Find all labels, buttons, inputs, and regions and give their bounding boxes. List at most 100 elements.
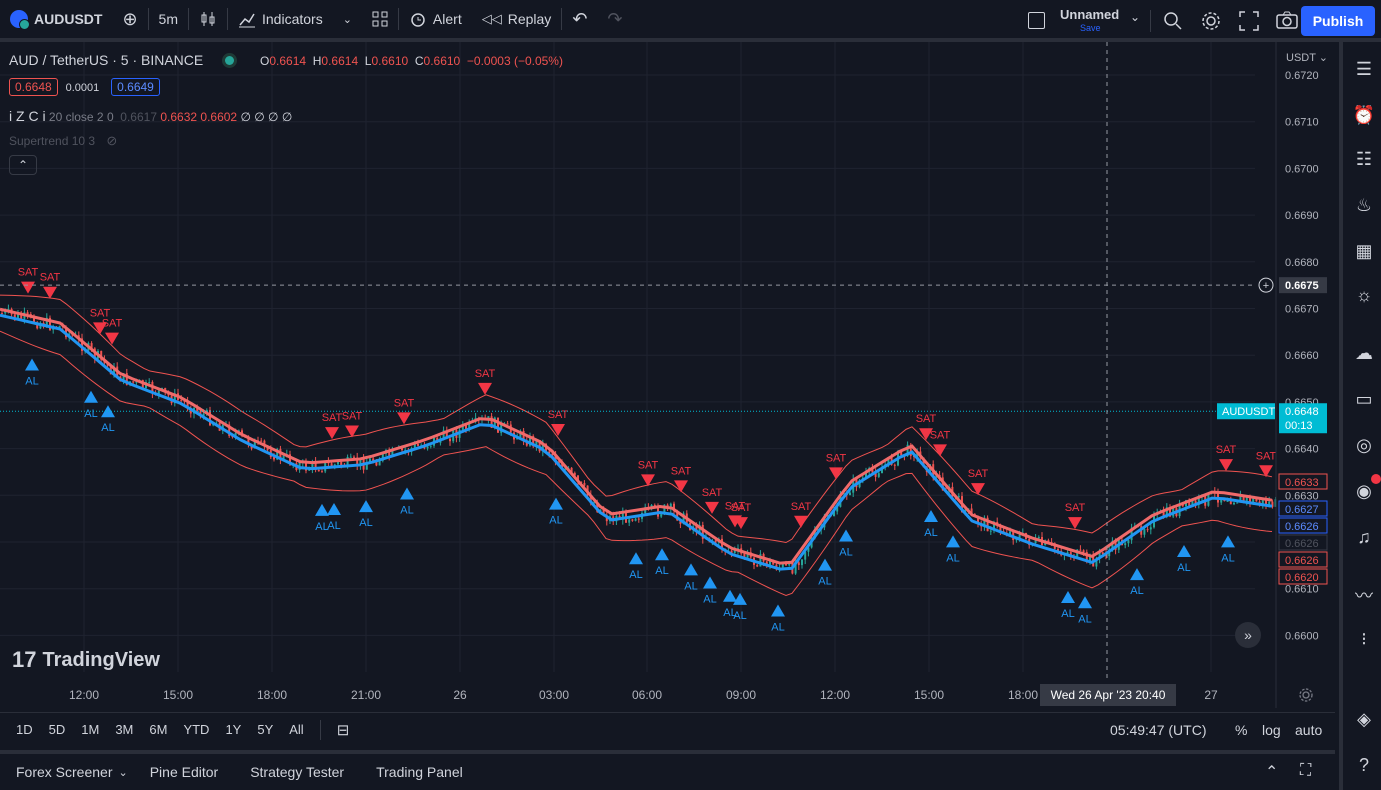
layers-icon[interactable]: ◈: [1357, 708, 1371, 729]
candle-body: [429, 445, 432, 447]
tradingview-logo[interactable]: 17 TradingView: [12, 647, 160, 673]
timeframe-6m[interactable]: 6M: [149, 722, 168, 737]
lower-band-line: [0, 330, 1273, 597]
crosshair-price-badge: [1279, 277, 1327, 294]
chat-icon[interactable]: ▭: [1355, 388, 1373, 409]
undo-button[interactable]: ↶: [562, 0, 597, 38]
candle-body: [4, 310, 7, 314]
candle-body: [359, 458, 362, 466]
indicator-legend-izci[interactable]: i Z C i 20 close 2 0 0.6617 0.6632 0.660…: [9, 108, 292, 124]
candle-body: [247, 437, 250, 445]
candle-body: [445, 430, 448, 439]
layout-checkbox-icon[interactable]: [1028, 12, 1045, 29]
timeframe-5d[interactable]: 5D: [48, 722, 66, 737]
bid-price[interactable]: 0.6648: [9, 78, 58, 96]
timeframe-1y[interactable]: 1Y: [225, 722, 242, 737]
candle-body: [1229, 500, 1232, 505]
add-alert-plus-icon-glyph: +: [1263, 280, 1269, 292]
timeframe-ytd[interactable]: YTD: [183, 722, 210, 737]
tab-pine-editor[interactable]: Pine Editor: [149, 764, 219, 780]
low-value: 0.6610: [371, 54, 409, 68]
gear-icon[interactable]: [1200, 10, 1222, 32]
candle-body: [81, 338, 83, 351]
fullscreen-icon[interactable]: [1239, 11, 1259, 31]
calendar-icon[interactable]: ▦: [1355, 240, 1373, 261]
clock-timezone[interactable]: 05:49:47 (UTC): [1110, 722, 1207, 738]
ask-price[interactable]: 0.6649: [111, 78, 160, 96]
indicator-legend-supertrend[interactable]: Supertrend 10 3 ⊘: [9, 133, 117, 149]
candle-body: [353, 456, 355, 458]
lightbulb-icon[interactable]: ☼: [1355, 284, 1373, 305]
trend-icon[interactable]: 〰: [1355, 586, 1373, 606]
list-add-icon[interactable]: ☷: [1355, 148, 1373, 169]
candle-body: [532, 436, 535, 447]
candle-body: [714, 540, 717, 543]
broadcast-icon[interactable]: ◎: [1356, 434, 1372, 455]
tab-strategy-tester[interactable]: Strategy Tester: [250, 764, 345, 780]
timeframe-1m[interactable]: 1M: [81, 722, 100, 737]
tab-trading-panel[interactable]: Trading Panel: [376, 764, 463, 780]
pair-title[interactable]: AUD / TetherUS · 5 · BINANCE: [9, 52, 204, 68]
trend-line-buy: [0, 313, 1273, 571]
candle-body: [769, 560, 771, 567]
candle-body: [1095, 558, 1098, 567]
layouts-button[interactable]: [362, 0, 398, 38]
candle-body: [836, 506, 839, 512]
candle-body: [36, 323, 39, 329]
price-chart[interactable]: 0.6720 0.6710 0.6700 0.6690 0.6680 0.6670 0.66…: [0, 42, 1335, 708]
auto-scale-toggle[interactable]: auto: [1295, 722, 1323, 738]
buy-signal-marker: [703, 576, 717, 589]
replay-button[interactable]: ◁◁ Replay: [472, 0, 562, 38]
save-status: Save: [1080, 23, 1101, 33]
bell-icon[interactable]: ♫: [1357, 526, 1371, 547]
redo-button[interactable]: ↷: [597, 0, 632, 38]
help-icon[interactable]: ?: [1358, 754, 1369, 775]
candle-body: [1245, 496, 1248, 501]
camera-icon[interactable]: [1275, 10, 1299, 30]
candle-body: [20, 313, 23, 319]
collapse-legend-button[interactable]: ⌃: [9, 155, 37, 175]
log-scale-toggle[interactable]: log: [1262, 722, 1281, 738]
symbol-search-button[interactable]: AUDUSDT: [0, 0, 112, 38]
layout-name[interactable]: Unnamed: [1060, 7, 1120, 22]
interval-button[interactable]: 5m: [149, 0, 188, 38]
buy-signal-marker: [327, 502, 341, 515]
candle-body: [1057, 548, 1059, 551]
compare-symbol-button[interactable]: ⊕: [112, 0, 147, 38]
publish-button[interactable]: Publish: [1301, 6, 1375, 36]
notification-dot: [1371, 474, 1381, 484]
maximize-icon[interactable]: ⛶: [1300, 762, 1312, 779]
hotlist-fire-icon[interactable]: ♨: [1355, 194, 1373, 215]
streams-icon[interactable]: ◉: [1356, 480, 1372, 501]
scroll-to-realtime-button[interactable]: »: [1235, 622, 1261, 648]
chart-pane[interactable]: 0.6720 0.6710 0.6700 0.6690 0.6680 0.6670 0.66…: [0, 42, 1335, 708]
gear-icon[interactable]: [1298, 687, 1314, 703]
cloud-icon[interactable]: ☁: [1355, 342, 1373, 363]
dots-grid-icon[interactable]: ⁝: [1361, 628, 1367, 649]
time-tick-label: 06:00: [632, 688, 662, 702]
tab-forex-screener[interactable]: Forex Screener: [16, 764, 113, 780]
sell-signal-marker: [551, 423, 565, 436]
chevron-up-icon[interactable]: ⌃: [1265, 764, 1279, 781]
watchlist-icon[interactable]: ☰: [1355, 58, 1373, 79]
chevron-down-icon[interactable]: ⌄: [1130, 10, 1141, 24]
alarm-clock-icon[interactable]: ⏰: [1352, 104, 1376, 125]
percent-scale-toggle[interactable]: %: [1235, 722, 1248, 738]
timeframe-3m[interactable]: 3M: [115, 722, 134, 737]
alert-button[interactable]: Alert: [399, 0, 472, 38]
candle-body: [1255, 498, 1258, 502]
eye-hidden-icon[interactable]: ⊘: [106, 133, 118, 148]
candle-body: [1127, 540, 1130, 544]
timeframe-5y[interactable]: 5Y: [257, 722, 274, 737]
search-icon[interactable]: [1163, 11, 1183, 31]
date-range-icon[interactable]: ⊟: [336, 721, 350, 739]
chevron-down-icon[interactable]: ⌄: [118, 766, 128, 779]
buy-signal-label: AL: [400, 504, 413, 516]
chart-type-button[interactable]: [189, 0, 227, 38]
timeframe-1d[interactable]: 1D: [16, 722, 33, 737]
indicators-button[interactable]: Indicators: [228, 0, 333, 38]
templates-dropdown[interactable]: ⌄: [333, 0, 362, 38]
time-tick-label: 26: [453, 688, 467, 702]
candle-body: [570, 467, 573, 473]
timeframe-all[interactable]: All: [289, 722, 304, 737]
